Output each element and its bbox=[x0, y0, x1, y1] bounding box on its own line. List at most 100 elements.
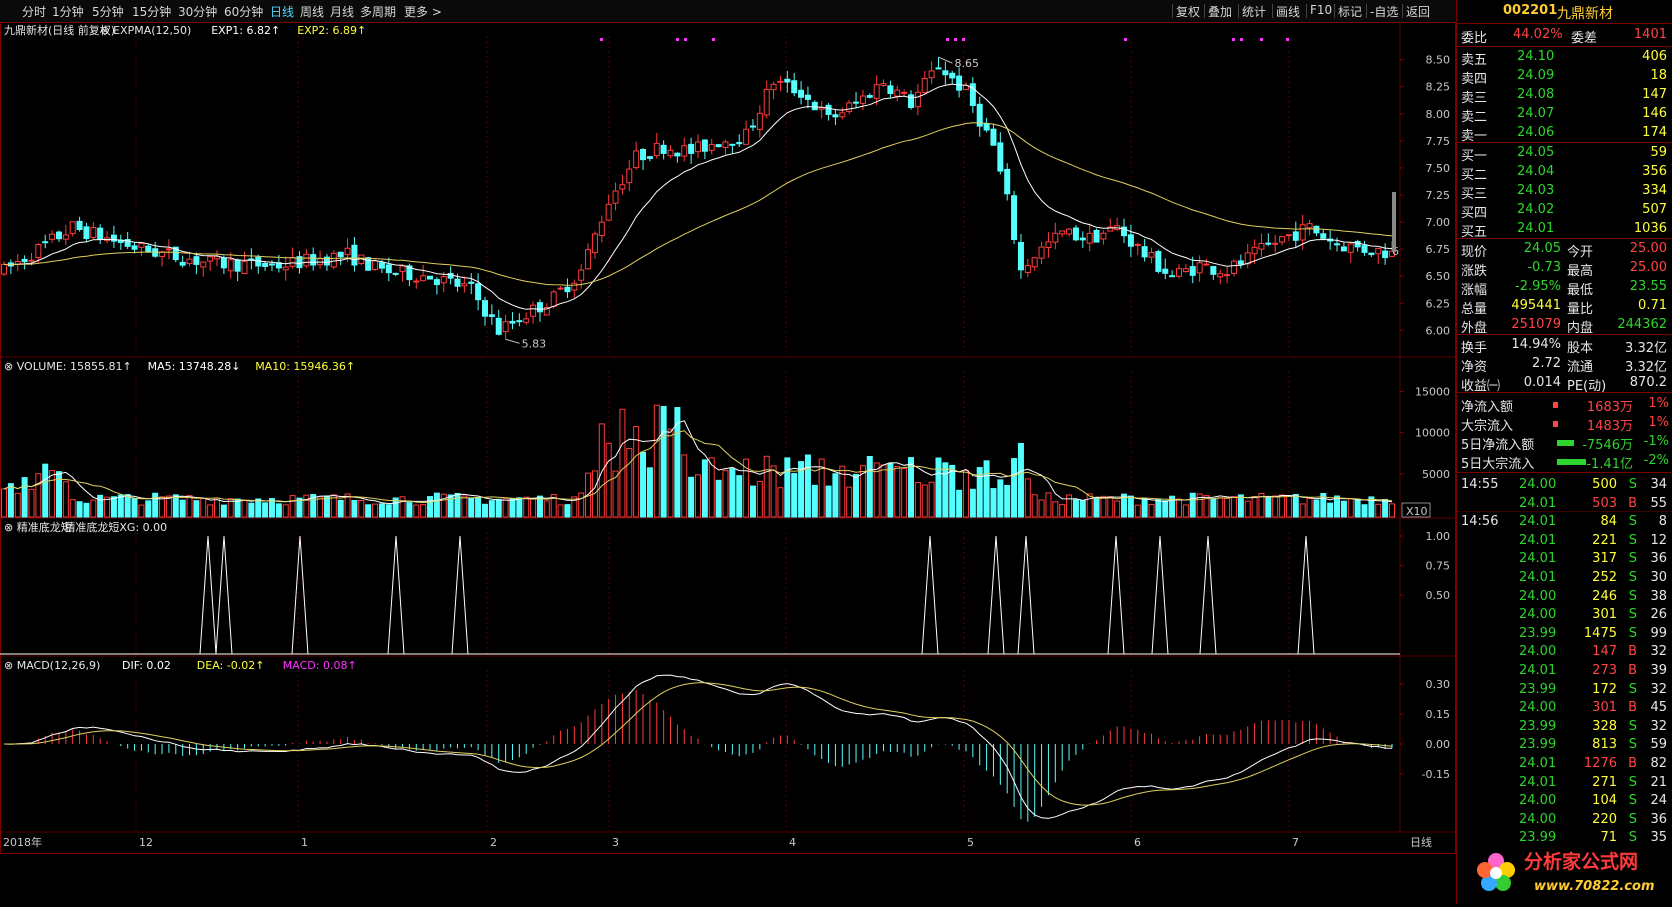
volume-bar bbox=[138, 504, 145, 518]
period-tab-2[interactable]: 5分钟 bbox=[92, 5, 124, 19]
tick-side: S bbox=[1628, 793, 1637, 809]
candle bbox=[983, 117, 990, 133]
tool-button-0[interactable]: 复权 bbox=[1176, 5, 1201, 19]
signal-y-tick: 0.75 bbox=[1426, 560, 1451, 573]
volume-bar bbox=[255, 498, 262, 518]
tick-volume: 328 bbox=[1592, 718, 1617, 734]
volume-bar bbox=[1279, 494, 1286, 518]
candle bbox=[1258, 233, 1265, 257]
x-axis-label: 4 bbox=[789, 836, 796, 849]
tick-count: 99 bbox=[1650, 625, 1667, 641]
candle bbox=[117, 234, 124, 250]
volume-bar bbox=[447, 494, 454, 518]
svg-text:DEA: -0.02↑: DEA: -0.02↑ bbox=[197, 659, 265, 672]
volume-bar bbox=[193, 500, 200, 518]
volume-bar bbox=[825, 485, 832, 518]
tick-side: S bbox=[1628, 514, 1637, 530]
tick-price: 24.01 bbox=[1519, 774, 1557, 790]
volume-bar bbox=[392, 497, 399, 518]
signal-dot bbox=[1286, 38, 1289, 41]
tick-side: S bbox=[1628, 774, 1637, 790]
tool-button-1[interactable]: 叠加 bbox=[1208, 5, 1233, 19]
volume-bar bbox=[1141, 498, 1148, 518]
tick-count: 8 bbox=[1658, 514, 1667, 530]
tick-price: 24.01 bbox=[1519, 756, 1557, 771]
volume-bar bbox=[969, 488, 976, 518]
quote-value: -0.73 bbox=[1527, 260, 1561, 275]
volume-bar bbox=[956, 489, 963, 518]
candle bbox=[14, 254, 21, 272]
candle bbox=[1086, 223, 1093, 252]
candle bbox=[1072, 225, 1079, 242]
tick-side: S bbox=[1628, 588, 1637, 604]
signal-dot bbox=[954, 38, 957, 41]
flow-value: -1.41亿 bbox=[1586, 457, 1633, 472]
tick-count: 36 bbox=[1650, 551, 1667, 567]
volume-bar bbox=[42, 463, 49, 518]
candle bbox=[811, 100, 818, 111]
volume-bar bbox=[268, 498, 275, 518]
exp2-line bbox=[3, 122, 1393, 286]
quote-value: 25.00 bbox=[1629, 260, 1667, 275]
candle bbox=[749, 119, 756, 132]
signal-spike bbox=[199, 535, 217, 655]
signal-spike bbox=[291, 535, 309, 655]
tool-button-5[interactable]: 标记 bbox=[1338, 5, 1363, 19]
svg-text:⊗ EXPMA(12,50): ⊗ EXPMA(12,50) bbox=[100, 24, 191, 37]
chart-area[interactable]: 8.65 5.83 6 8.50 8.25 8.00 7.75 7.50 7.25 7.00 6.… bbox=[0, 22, 1456, 896]
period-tab-6[interactable]: 日线 bbox=[270, 5, 295, 19]
volume-bar bbox=[777, 487, 784, 518]
candle bbox=[358, 254, 365, 266]
candle bbox=[1285, 234, 1292, 241]
flow-bar bbox=[1557, 459, 1586, 465]
volume-bar bbox=[1292, 493, 1299, 518]
x-axis-period: 日线 bbox=[1410, 835, 1432, 849]
tick-side: B bbox=[1628, 700, 1637, 716]
tool-button-3[interactable]: 画线 bbox=[1276, 5, 1301, 19]
volume-bar bbox=[1320, 492, 1327, 518]
tick-count: 34 bbox=[1650, 477, 1667, 492]
volume-bar bbox=[248, 502, 255, 518]
tool-button-2[interactable]: 统计 bbox=[1242, 5, 1267, 19]
volume-bar bbox=[97, 494, 104, 518]
volume-bar bbox=[756, 480, 763, 518]
tool-button-4[interactable]: F10 bbox=[1310, 3, 1333, 17]
candle bbox=[1162, 258, 1169, 280]
volume-bar bbox=[667, 428, 674, 518]
volume-bar bbox=[1306, 497, 1313, 518]
price-y-tick: 6.50 bbox=[1426, 270, 1451, 283]
tick-row: 24.00 220 S 36 bbox=[1457, 811, 1672, 830]
period-tab-9[interactable]: 多周期 bbox=[360, 5, 397, 19]
candle bbox=[585, 243, 592, 270]
tick-volume: 317 bbox=[1592, 551, 1617, 567]
dea-line bbox=[4, 682, 1393, 806]
candle bbox=[990, 124, 997, 146]
volume-bar bbox=[1114, 500, 1121, 518]
bid-volume: 59 bbox=[1650, 145, 1667, 160]
period-tab-10[interactable]: 更多 > bbox=[404, 5, 442, 19]
tool-button-7[interactable]: 返回 bbox=[1406, 5, 1431, 19]
info-value: 870.2 bbox=[1629, 375, 1667, 390]
signal-pane bbox=[0, 535, 1400, 655]
candle bbox=[186, 251, 193, 267]
tick-row: 14:55 24.00 500 S 34 bbox=[1457, 476, 1672, 495]
ask-price: 24.07 bbox=[1517, 106, 1555, 121]
period-tab-4[interactable]: 30分钟 bbox=[178, 5, 218, 19]
period-tab-3[interactable]: 15分钟 bbox=[132, 5, 172, 19]
period-tab-7[interactable]: 周线 bbox=[300, 5, 325, 19]
volume-bar bbox=[461, 495, 468, 518]
volume-bar bbox=[1148, 504, 1155, 518]
period-tab-0[interactable]: 分时 bbox=[22, 5, 47, 19]
candle bbox=[1230, 259, 1237, 277]
period-tab-1[interactable]: 1分钟 bbox=[52, 5, 84, 19]
price-y-tick: 7.75 bbox=[1426, 135, 1451, 148]
tool-button-6[interactable]: -自选 bbox=[1370, 5, 1399, 19]
candle bbox=[1320, 229, 1327, 239]
period-tab-8[interactable]: 月线 bbox=[330, 5, 355, 19]
quote-value: 24.05 bbox=[1523, 241, 1561, 256]
flow-pct: 1% bbox=[1648, 415, 1669, 430]
bid-label: 买五 bbox=[1461, 225, 1488, 240]
x-axis-label: 2018年 bbox=[3, 835, 42, 849]
period-tab-5[interactable]: 60分钟 bbox=[224, 5, 264, 19]
volume-bar bbox=[908, 457, 915, 518]
